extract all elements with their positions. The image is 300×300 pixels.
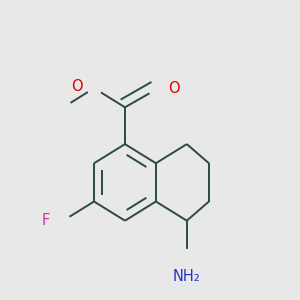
Text: O: O [168,81,179,96]
Text: NH₂: NH₂ [173,269,201,284]
Text: F: F [42,213,50,228]
Text: O: O [71,79,82,94]
